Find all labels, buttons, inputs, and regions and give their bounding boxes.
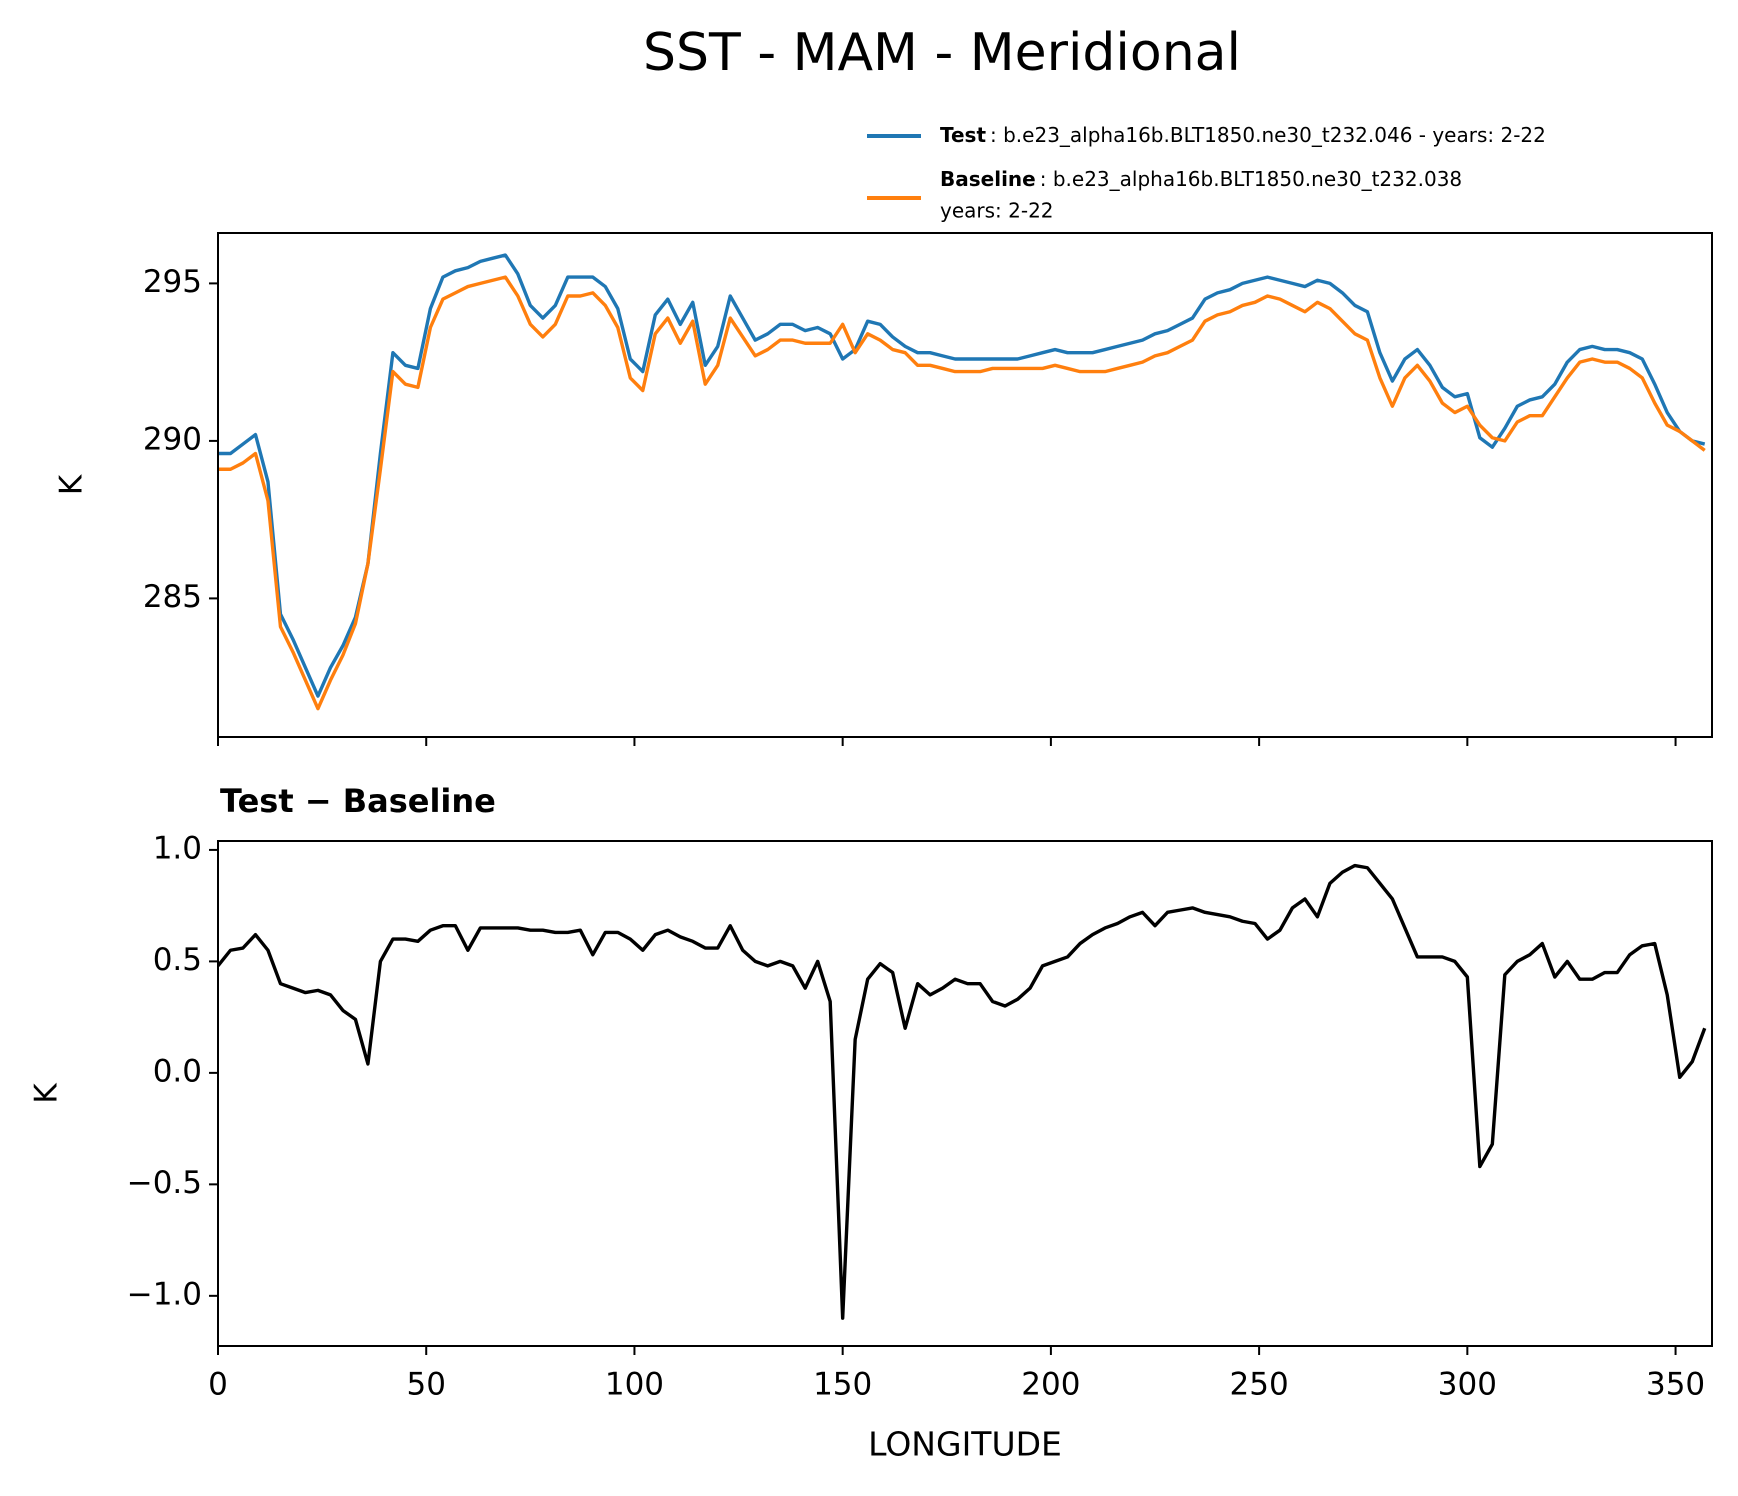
axes-frame bbox=[217, 840, 1713, 1347]
x-axis-label: LONGITUDE bbox=[868, 1425, 1062, 1464]
x-tick-label: 350 bbox=[1646, 1367, 1705, 1403]
data-line bbox=[218, 863, 1707, 1320]
data-line bbox=[218, 253, 1706, 698]
legend-name: Test bbox=[940, 123, 986, 147]
axes-frame bbox=[217, 232, 1713, 738]
subplot-title: Test − Baseline bbox=[220, 782, 496, 820]
x-tick-label: 200 bbox=[1021, 1367, 1080, 1403]
legend-label: Test: b.e23_alpha16b.BLT1850.ne30_t232.0… bbox=[940, 123, 1546, 147]
x-tick-label: 100 bbox=[605, 1367, 664, 1403]
figure-title: SST - MAM - Meridional bbox=[643, 23, 1241, 83]
y-axis-label: K bbox=[54, 474, 90, 495]
legend-name: Baseline bbox=[940, 167, 1036, 191]
y-tick-label: 1.0 bbox=[153, 830, 202, 866]
y-tick-label: 285 bbox=[143, 579, 202, 615]
legend-label: Baseline: b.e23_alpha16b.BLT1850.ne30_t2… bbox=[940, 167, 1462, 191]
y-tick-label: −0.5 bbox=[127, 1165, 202, 1201]
data-line bbox=[218, 275, 1706, 711]
x-tick-label: 250 bbox=[1230, 1367, 1289, 1403]
legend-description: years: 2-22 bbox=[940, 199, 1054, 223]
x-tick-label: 150 bbox=[813, 1367, 872, 1403]
y-tick-label: 0.0 bbox=[153, 1053, 202, 1089]
x-tick-label: 0 bbox=[208, 1367, 228, 1403]
legend-description: : b.e23_alpha16b.BLT1850.ne30_t232.046 -… bbox=[990, 123, 1546, 147]
x-tick-label: 300 bbox=[1438, 1367, 1497, 1403]
y-axis-label: K bbox=[29, 1083, 65, 1104]
y-tick-label: 290 bbox=[143, 421, 202, 457]
x-tick-label: 50 bbox=[406, 1367, 445, 1403]
y-tick-label: 295 bbox=[143, 264, 202, 300]
legend-description: : b.e23_alpha16b.BLT1850.ne30_t232.038 bbox=[1040, 167, 1462, 191]
y-tick-label: −1.0 bbox=[127, 1276, 202, 1312]
y-tick-label: 0.5 bbox=[153, 942, 202, 978]
